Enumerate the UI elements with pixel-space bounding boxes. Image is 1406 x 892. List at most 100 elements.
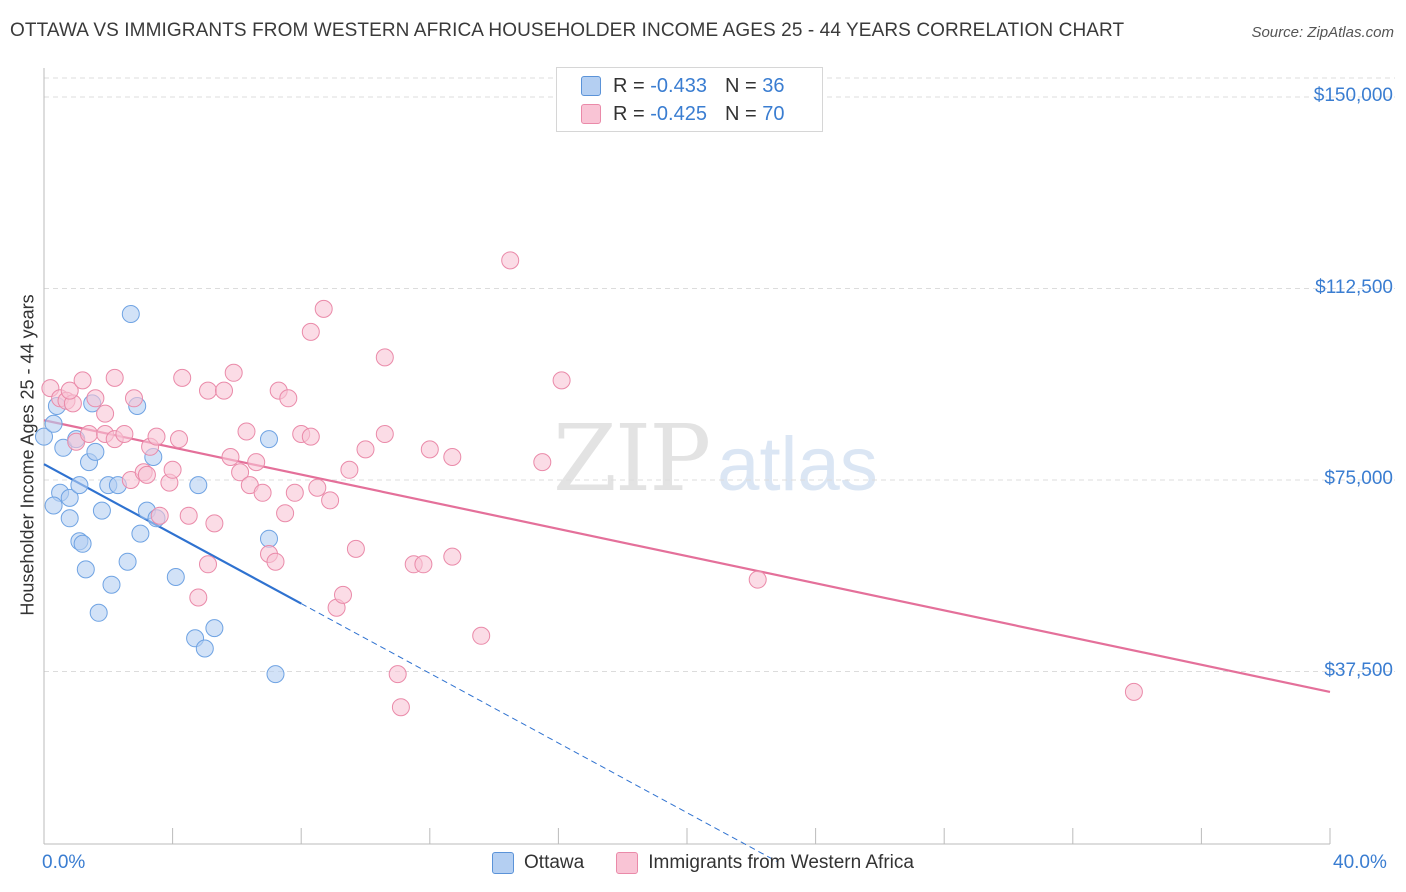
ottawa-point	[131, 524, 150, 543]
western-africa-point	[205, 514, 224, 533]
western-africa-point	[179, 506, 198, 525]
western-africa-point	[285, 483, 304, 502]
legend-swatch-western-africa	[616, 852, 639, 874]
western-africa-point	[266, 552, 285, 571]
western-africa-point	[170, 430, 188, 449]
ottawa-n-label: N =	[724, 74, 757, 97]
western-africa-point	[163, 460, 182, 479]
ottawa-point	[44, 496, 63, 515]
western-africa-point	[375, 425, 394, 443]
western-africa-point	[253, 483, 272, 502]
western-africa-point	[199, 555, 217, 574]
western-africa-point	[279, 389, 298, 408]
western-africa-point	[346, 539, 365, 558]
western-africa-n-label: N =	[724, 102, 757, 125]
western-africa-point	[173, 368, 192, 387]
ottawa-point	[60, 488, 79, 507]
ottawa-n-value: 36	[762, 74, 785, 97]
western-africa-point	[375, 348, 394, 367]
legend-item-ottawa[interactable]: Ottawa	[492, 852, 584, 874]
western-africa-point	[105, 368, 124, 387]
western-africa-point	[420, 440, 439, 459]
western-africa-point	[388, 665, 407, 684]
western-africa-point	[150, 506, 169, 525]
western-africa-point	[96, 404, 115, 423]
ottawa-point	[189, 476, 208, 495]
ottawa-point	[60, 509, 79, 528]
western-africa-point	[147, 427, 166, 446]
ottawa-point	[195, 639, 214, 658]
western-africa-point	[247, 453, 266, 472]
western-africa-point	[552, 371, 571, 390]
western-africa-point	[301, 427, 320, 446]
gridlines	[44, 77, 1395, 672]
ottawa-point	[102, 575, 121, 594]
ottawa-point	[118, 552, 137, 571]
ottawa-point	[205, 619, 224, 638]
y-tick-label: $37,500	[1324, 659, 1393, 681]
ottawa-point	[35, 427, 53, 446]
ottawa-point	[70, 476, 89, 495]
legend: Ottawa Immigrants from Western Africa	[0, 852, 1406, 874]
ottawa-r-label: R =	[613, 74, 645, 97]
western-africa-point	[224, 363, 243, 382]
axes	[43, 68, 1331, 845]
legend-item-western-africa[interactable]: Immigrants from Western Africa	[616, 852, 914, 874]
western-africa-point	[80, 425, 98, 443]
ottawa-point	[260, 529, 278, 548]
ottawa-point	[266, 665, 285, 684]
western-africa-point	[125, 389, 143, 408]
western-africa-point	[334, 585, 352, 604]
ottawa-point	[86, 442, 105, 461]
ottawa-point	[76, 560, 95, 579]
ottawa-point	[260, 430, 278, 449]
western-africa-point	[314, 299, 333, 318]
western-africa-point	[137, 465, 156, 484]
chart-title: OTTAWA VS IMMIGRANTS FROM WESTERN AFRICA…	[10, 20, 1125, 41]
western-africa-point	[340, 460, 359, 479]
stats-row-western-africa: R = -0.425 N = 70	[581, 100, 784, 128]
ottawa-point	[166, 568, 185, 586]
western-africa-point	[443, 547, 462, 566]
western-africa-point	[60, 381, 79, 400]
scatter-points	[35, 251, 1143, 717]
western-africa-point	[73, 371, 92, 390]
western-africa-point	[237, 422, 256, 441]
western-africa-point	[414, 555, 433, 574]
x-tick-label-min: 0.0%	[42, 852, 86, 873]
western-africa-point	[86, 389, 105, 408]
western-africa-swatch	[581, 104, 601, 124]
legend-swatch-ottawa	[492, 852, 515, 874]
western-africa-point	[231, 463, 250, 482]
western-africa-point	[276, 504, 295, 523]
western-africa-point	[199, 381, 217, 400]
western-africa-r-value: -0.425	[650, 102, 707, 125]
y-tick-label: $150,000	[1313, 85, 1393, 106]
ottawa-point	[92, 501, 111, 520]
ottawa-point	[73, 534, 92, 553]
western-africa-point	[748, 570, 767, 589]
western-africa-point	[308, 478, 327, 497]
western-africa-point	[391, 698, 410, 717]
western-africa-point	[533, 453, 552, 472]
trend-lines	[43, 419, 1331, 862]
western-africa-point	[321, 491, 340, 510]
legend-label-western-africa: Immigrants from Western Africa	[648, 852, 914, 873]
western-africa-point	[356, 440, 375, 459]
western-africa-point	[301, 322, 320, 341]
western-africa-point	[1124, 682, 1143, 701]
western-africa-n-value: 70	[762, 102, 785, 125]
ottawa-point	[89, 603, 108, 622]
chart-source: Source: ZipAtlas.com	[1251, 24, 1394, 41]
western-africa-point	[189, 588, 208, 607]
ottawa-trend-extension	[300, 603, 778, 862]
ottawa-swatch	[581, 76, 601, 96]
western-africa-point	[501, 251, 520, 270]
western-africa-r-label: R =	[613, 102, 645, 125]
western-africa-point	[115, 425, 134, 443]
ottawa-point	[44, 414, 63, 433]
western-africa-point	[221, 448, 240, 466]
y-tick-label: $75,000	[1324, 468, 1393, 489]
western-africa-point	[215, 381, 233, 400]
